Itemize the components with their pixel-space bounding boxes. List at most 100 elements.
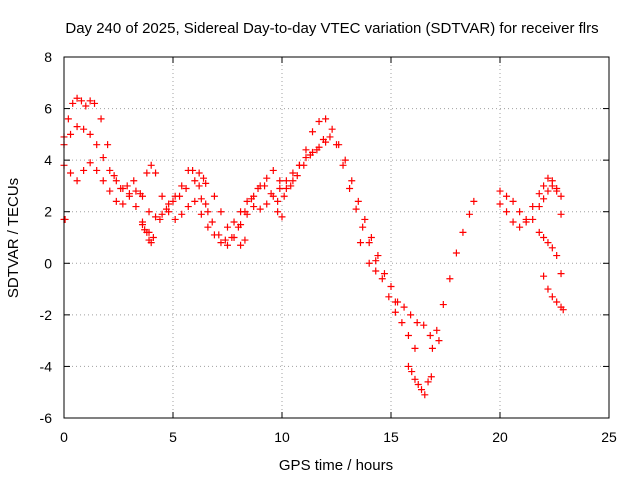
data-point	[241, 236, 249, 244]
data-point	[387, 282, 395, 290]
data-point	[69, 99, 77, 107]
data-point	[503, 192, 511, 200]
data-point	[276, 185, 284, 193]
data-point	[559, 306, 567, 314]
data-point	[446, 275, 454, 283]
data-point	[197, 195, 205, 203]
series-track-e	[496, 182, 565, 226]
data-point	[269, 192, 277, 200]
data-point	[544, 239, 552, 247]
data-point	[237, 221, 245, 229]
data-point	[86, 130, 94, 138]
grid	[64, 57, 609, 418]
data-point	[529, 215, 537, 223]
data-point	[522, 215, 530, 223]
data-point	[278, 213, 286, 221]
data-point	[106, 187, 114, 195]
data-point	[428, 344, 436, 352]
data-point	[411, 344, 419, 352]
data-point	[261, 182, 269, 190]
data-point	[230, 234, 238, 241]
data-point	[254, 185, 262, 193]
data-point	[99, 154, 107, 162]
data-point	[544, 285, 552, 293]
data-point	[391, 308, 399, 316]
x-tick-label: 5	[169, 429, 177, 445]
data-point	[77, 97, 85, 105]
data-point	[378, 275, 386, 283]
data-point	[407, 311, 415, 319]
data-point	[540, 182, 548, 190]
data-point	[544, 187, 552, 195]
data-point	[202, 200, 210, 208]
data-point	[250, 203, 258, 211]
data-point	[496, 187, 504, 195]
data-point	[176, 192, 184, 200]
data-point	[247, 195, 255, 203]
data-point	[191, 197, 199, 205]
data-point	[289, 177, 297, 185]
data-point	[64, 115, 72, 123]
data-point	[426, 331, 434, 339]
data-point	[169, 197, 177, 205]
data-point	[80, 125, 88, 133]
data-point	[459, 228, 467, 236]
data-point	[470, 197, 478, 205]
data-point	[276, 177, 284, 185]
data-point	[404, 331, 412, 339]
data-point	[372, 267, 380, 275]
data-point	[529, 203, 537, 211]
y-tick-label: 6	[44, 101, 52, 117]
data-point	[421, 391, 429, 399]
data-point	[130, 177, 138, 185]
data-point	[202, 179, 210, 187]
x-tick-label: 20	[492, 429, 508, 445]
data-point	[165, 200, 173, 208]
data-point	[374, 252, 382, 260]
data-point	[535, 190, 543, 198]
plot-frame	[63, 56, 610, 419]
data-point	[400, 303, 408, 311]
data-point	[138, 221, 146, 229]
data-point	[540, 195, 548, 203]
series-track-d	[404, 362, 435, 399]
data-point	[287, 182, 295, 190]
data-point	[97, 115, 105, 123]
x-tick-label: 25	[601, 429, 617, 445]
data-point	[557, 210, 565, 218]
data-point	[210, 231, 218, 239]
data-point	[73, 123, 81, 131]
data-point	[427, 373, 435, 381]
data-point	[439, 301, 447, 309]
data-point	[158, 210, 166, 218]
data-point	[540, 234, 548, 241]
data-point	[496, 200, 504, 208]
data-point	[263, 174, 271, 182]
data-point	[365, 259, 373, 267]
data-point	[191, 177, 199, 185]
data-point	[424, 378, 432, 386]
data-point	[158, 192, 166, 200]
data-point	[322, 138, 330, 146]
data-point	[143, 228, 151, 236]
data-point	[208, 218, 216, 226]
data-point	[217, 239, 225, 247]
data-point	[274, 208, 282, 216]
data-point	[256, 205, 264, 213]
data-point	[178, 210, 186, 218]
data-point	[433, 326, 441, 334]
data-point	[544, 174, 552, 182]
data-point	[184, 203, 192, 211]
data-point	[123, 182, 131, 190]
data-point	[503, 208, 511, 216]
data-point	[341, 156, 349, 164]
data-point	[326, 133, 334, 141]
data-point	[189, 166, 197, 174]
data-point	[61, 215, 69, 223]
data-point	[195, 169, 203, 177]
data-point	[67, 169, 75, 177]
data-point	[348, 177, 356, 185]
data-point	[380, 270, 388, 278]
y-tick-label: -2	[40, 307, 53, 323]
data-point	[230, 218, 238, 226]
